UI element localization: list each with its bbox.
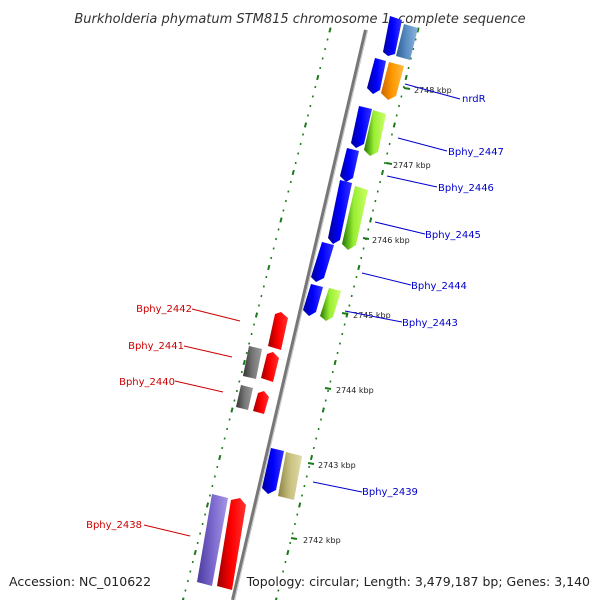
chromosome-backbone-highlight	[234, 29, 368, 600]
tick-dot	[416, 27, 420, 33]
tick-dot	[357, 264, 361, 271]
gene-reverse-2441-red	[261, 352, 279, 382]
tick-dot	[404, 74, 408, 81]
gene-forward-top	[383, 16, 402, 56]
label-bphy-2443: Bphy_2443	[402, 318, 458, 329]
label-bphy-2438: Bphy_2438	[86, 520, 142, 531]
gene-nrdR	[381, 62, 404, 100]
gene-forward-2447	[351, 106, 372, 148]
tick-dot	[298, 502, 302, 508]
label-bphy-2442: Bphy_2442	[136, 304, 192, 315]
gene-forward-2445	[328, 180, 352, 244]
gene-forward-2443	[303, 284, 323, 316]
gene-2441-gray	[243, 346, 262, 379]
gene-2439	[278, 452, 302, 500]
tick-label-2744: 2744 kbp	[336, 386, 374, 395]
gene-reverse-2442	[268, 312, 288, 350]
kbp-ticks	[290, 87, 411, 540]
tick-dot	[380, 169, 385, 176]
gene-forward-nrdR-left	[367, 58, 386, 94]
gene-2440-gray	[236, 385, 253, 410]
tick-dot	[254, 312, 259, 318]
tick-label-2742: 2742 kbp	[303, 536, 341, 545]
gene-reverse-2440-red	[253, 391, 269, 414]
tick-dot	[267, 264, 271, 271]
tick-dot	[333, 359, 337, 366]
tick-dot	[286, 549, 290, 556]
tick-dot	[193, 549, 197, 556]
label-bphy-2445: Bphy_2445	[425, 230, 481, 241]
gene-2438-lavender	[197, 494, 228, 586]
tick-track	[181, 27, 420, 600]
forward-leaders	[312, 83, 461, 493]
tick-dot	[279, 217, 283, 223]
tick-dot	[369, 217, 373, 223]
tick-dot	[274, 597, 278, 600]
map-title: Burkholderia phymatum STM815 chromosome …	[74, 12, 525, 27]
label-bphy-2447: Bphy_2447	[448, 147, 504, 158]
tick-dot	[309, 454, 314, 461]
tick-dot	[328, 27, 332, 33]
gene-forward-2444	[311, 242, 334, 282]
gene-green-2447	[364, 110, 386, 156]
tick-dot	[230, 407, 234, 413]
tick-dot	[242, 359, 246, 366]
label-bphy-2446: Bphy_2446	[438, 183, 494, 194]
label-bphy-2444: Bphy_2444	[411, 281, 467, 292]
label-bphy-2440: Bphy_2440	[119, 377, 175, 388]
tick-label-2743: 2743 kbp	[318, 461, 356, 470]
gene-reverse-2438-red	[217, 498, 246, 590]
label-bphy-2439: Bphy_2439	[362, 487, 418, 498]
tick-label-2746: 2746 kbp	[372, 236, 410, 245]
tick-dot	[303, 122, 308, 128]
tick-dot	[181, 597, 185, 600]
gene-forward-2439-blue	[262, 448, 284, 494]
accession-text: Accession: NC_010622	[9, 574, 151, 589]
tick-dot	[321, 407, 325, 413]
label-nrdR: nrdR	[462, 94, 486, 105]
label-bphy-2441: Bphy_2441	[128, 341, 184, 352]
chromosome-backbone	[231, 29, 368, 600]
tick-dot	[218, 454, 222, 461]
tick-label-2747: 2747 kbp	[393, 161, 431, 170]
tick-dot	[316, 74, 320, 81]
tick-dot	[392, 122, 396, 128]
tick-dot	[205, 502, 210, 508]
gene-green-2443	[320, 288, 341, 321]
reverse-leaders	[143, 308, 241, 537]
tick-label-2745: 2745 kbp	[353, 311, 391, 320]
gene-green-2445	[342, 186, 368, 250]
topology-text: Topology: circular; Length: 3,479,187 bp…	[246, 574, 590, 589]
tick-label-2748: 2748 kbp	[414, 86, 452, 95]
gene-forward-2446	[340, 148, 359, 182]
tick-dot	[291, 169, 295, 176]
gene-steelblue-top	[396, 24, 418, 60]
